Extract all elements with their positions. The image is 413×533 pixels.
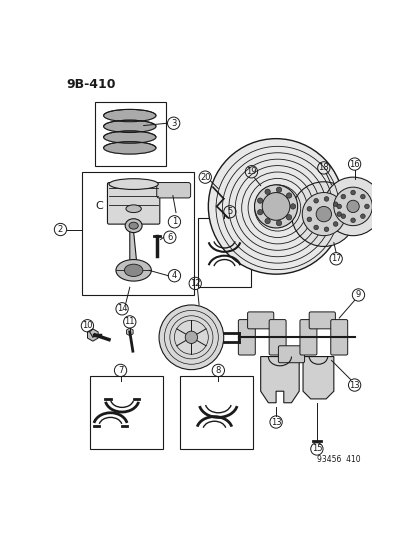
Circle shape bbox=[286, 215, 291, 220]
Ellipse shape bbox=[124, 264, 142, 277]
Text: C: C bbox=[95, 201, 102, 212]
Circle shape bbox=[340, 214, 345, 219]
Polygon shape bbox=[302, 357, 333, 399]
Bar bbox=[90, 376, 162, 449]
Circle shape bbox=[350, 190, 354, 195]
Text: 18: 18 bbox=[318, 164, 328, 172]
FancyBboxPatch shape bbox=[309, 312, 335, 329]
Circle shape bbox=[291, 182, 355, 246]
Text: 16: 16 bbox=[349, 159, 359, 168]
FancyBboxPatch shape bbox=[268, 320, 285, 355]
Ellipse shape bbox=[109, 179, 158, 189]
FancyBboxPatch shape bbox=[238, 320, 255, 355]
Circle shape bbox=[275, 221, 281, 226]
Text: 8: 8 bbox=[215, 366, 221, 375]
Circle shape bbox=[360, 195, 364, 199]
FancyBboxPatch shape bbox=[330, 320, 347, 355]
Bar bbox=[82, 172, 193, 295]
Ellipse shape bbox=[103, 109, 156, 122]
FancyBboxPatch shape bbox=[107, 182, 159, 224]
Circle shape bbox=[257, 209, 262, 215]
Circle shape bbox=[323, 227, 328, 231]
Text: 19: 19 bbox=[246, 167, 256, 176]
Circle shape bbox=[208, 139, 343, 274]
Text: 10: 10 bbox=[82, 321, 93, 330]
Circle shape bbox=[323, 197, 328, 201]
Text: 13: 13 bbox=[349, 381, 359, 390]
Circle shape bbox=[264, 219, 270, 224]
Text: 20: 20 bbox=[199, 173, 210, 182]
FancyBboxPatch shape bbox=[247, 312, 273, 329]
Circle shape bbox=[336, 212, 341, 216]
Circle shape bbox=[301, 192, 344, 236]
Circle shape bbox=[323, 177, 382, 236]
Ellipse shape bbox=[103, 120, 156, 133]
Text: 6: 6 bbox=[167, 233, 172, 241]
Text: 7: 7 bbox=[118, 366, 123, 375]
Text: 1: 1 bbox=[171, 217, 177, 227]
Circle shape bbox=[254, 185, 297, 228]
Text: 4: 4 bbox=[171, 271, 177, 280]
Circle shape bbox=[286, 193, 291, 198]
Ellipse shape bbox=[103, 142, 156, 154]
Circle shape bbox=[360, 214, 364, 219]
Text: 9: 9 bbox=[355, 290, 360, 300]
Circle shape bbox=[350, 218, 354, 223]
Text: 2: 2 bbox=[58, 225, 63, 234]
Circle shape bbox=[275, 187, 281, 192]
Text: 17: 17 bbox=[330, 254, 341, 263]
Text: 11: 11 bbox=[124, 318, 135, 326]
Circle shape bbox=[313, 198, 318, 203]
Circle shape bbox=[313, 225, 318, 230]
Circle shape bbox=[257, 198, 262, 203]
Circle shape bbox=[340, 195, 345, 199]
Text: 15: 15 bbox=[311, 445, 321, 454]
Bar bbox=[197, 218, 251, 287]
Ellipse shape bbox=[125, 219, 142, 232]
Circle shape bbox=[332, 202, 337, 206]
Circle shape bbox=[316, 206, 331, 222]
Text: 13: 13 bbox=[270, 417, 281, 426]
Text: 9B-410: 9B-410 bbox=[66, 78, 116, 91]
Text: 14: 14 bbox=[116, 304, 127, 313]
Bar bbox=[179, 376, 252, 449]
Ellipse shape bbox=[116, 260, 151, 281]
Ellipse shape bbox=[129, 222, 138, 229]
Ellipse shape bbox=[103, 131, 156, 143]
Circle shape bbox=[261, 192, 289, 220]
Polygon shape bbox=[260, 357, 299, 403]
Circle shape bbox=[332, 222, 337, 227]
Text: 93456  410: 93456 410 bbox=[316, 455, 360, 464]
FancyBboxPatch shape bbox=[157, 182, 190, 198]
Circle shape bbox=[290, 204, 295, 209]
FancyBboxPatch shape bbox=[299, 320, 316, 355]
FancyBboxPatch shape bbox=[278, 346, 304, 363]
Circle shape bbox=[364, 204, 368, 209]
Circle shape bbox=[306, 217, 311, 222]
Circle shape bbox=[159, 305, 223, 370]
Polygon shape bbox=[129, 224, 137, 270]
Text: 3: 3 bbox=[171, 119, 176, 128]
Ellipse shape bbox=[126, 205, 141, 213]
Circle shape bbox=[306, 206, 311, 211]
Circle shape bbox=[185, 331, 197, 343]
Circle shape bbox=[336, 204, 341, 209]
Circle shape bbox=[333, 187, 371, 225]
Text: 5: 5 bbox=[227, 207, 232, 216]
Circle shape bbox=[264, 189, 270, 195]
Bar bbox=[95, 102, 166, 166]
Circle shape bbox=[346, 200, 358, 213]
Text: 12: 12 bbox=[190, 279, 200, 288]
